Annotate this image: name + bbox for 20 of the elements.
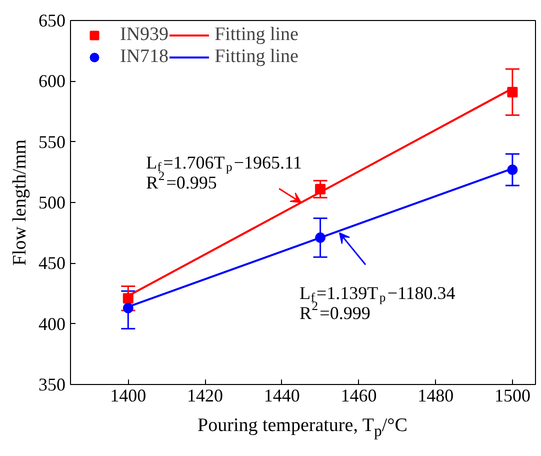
y-tick-label: 550 — [38, 132, 66, 152]
legend-label: Fitting line — [214, 24, 298, 46]
x-tick-label: 1420 — [187, 386, 224, 406]
x-tick-label: 1500 — [494, 386, 530, 406]
y-tick-label: 400 — [38, 314, 66, 334]
y-tick-label: 650 — [38, 10, 66, 30]
point — [122, 302, 134, 314]
legend-label: IN718 — [120, 46, 169, 68]
y-tick-label: 500 — [38, 192, 66, 212]
y-tick-label: 350 — [38, 374, 66, 394]
y-tick-label: 600 — [38, 71, 66, 92]
legend-label: Fitting line — [214, 46, 298, 68]
x-tick-label: 1440 — [264, 386, 300, 406]
x-tick-label: 1400 — [110, 386, 146, 406]
y-tick-label: 450 — [38, 253, 66, 274]
x-axis-title: Pouring temperature, T$_{p}$/°C — [198, 415, 408, 440]
x-tick-label: 1480 — [418, 386, 454, 406]
x-tick-label: 1460 — [340, 386, 377, 406]
legend-label: IN939 — [120, 24, 169, 46]
y-axis-title: Flow length/mm — [10, 139, 30, 266]
